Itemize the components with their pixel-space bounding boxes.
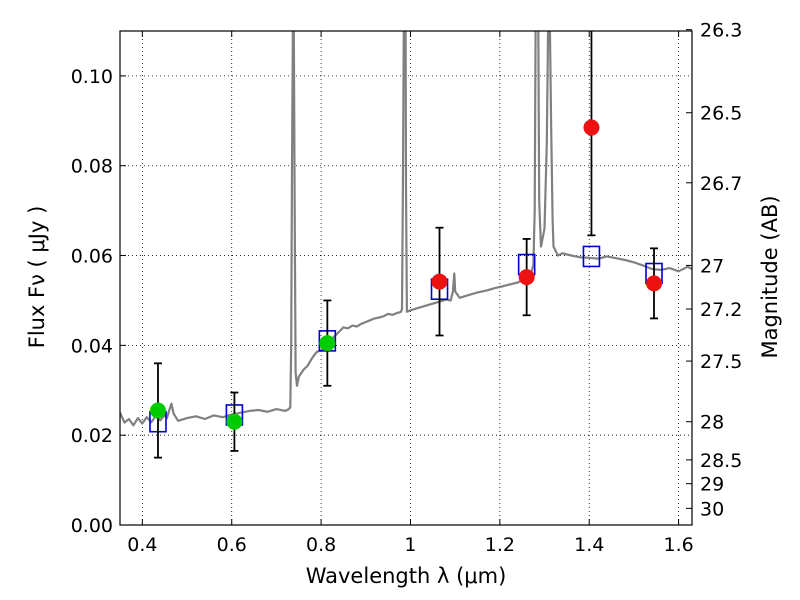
observed-point [646,275,663,292]
x-axis-label: Wavelength λ (μm) [306,564,507,588]
plot-frame [119,30,693,526]
y2-tick-label: 29 [700,474,724,496]
y-tick-label: 0.06 [71,246,113,268]
x-tick-label: 1 [404,534,416,556]
observed-point [226,413,243,430]
x-tick-label: 1.4 [574,534,604,556]
y2-tick-label: 27 [700,255,724,277]
y2-tick-label: 26.7 [700,173,742,195]
spectrum-line [120,31,692,427]
y2-tick-label: 26.3 [700,20,742,42]
observed-point [518,269,535,286]
y-axis-label: Flux Fν ( μJy ) [25,206,49,349]
y-tick-label: 0.04 [71,335,113,357]
y2-tick-label: 26.5 [700,103,742,125]
x-tick-label: 1.2 [485,534,515,556]
y2-tick-label: 28 [700,412,724,434]
observed-point [431,273,448,290]
x-tick-label: 0.4 [127,534,157,556]
x-tick-label: 0.6 [217,534,247,556]
y-tick-label: 0.02 [71,425,113,447]
y2-axis-label: Magnitude (AB) [758,195,782,358]
tick-layer: 0.4 0.6 0.8 1 1.2 1.4 1.6 0.00 0.02 0.04 0.06 0.08 0… [71,20,743,556]
x-tick-label: 0.8 [306,534,336,556]
y2-tick-label: 28.5 [700,450,742,472]
observed-point [583,119,600,136]
y-tick-label: 0.08 [71,156,113,178]
marker-layer [149,31,663,459]
observed-point [319,335,336,352]
y2-tick-label: 27.2 [700,299,742,321]
model-square-marker [582,245,601,268]
y-tick-label: 0.00 [71,515,113,537]
x-tick-label: 1.6 [663,534,693,556]
y-tick-label: 0.10 [71,66,113,88]
y2-tick-label: 27.5 [700,351,742,373]
y2-tick-label: 30 [700,498,724,520]
observed-point [149,402,166,419]
spectrum-layer [120,31,692,427]
